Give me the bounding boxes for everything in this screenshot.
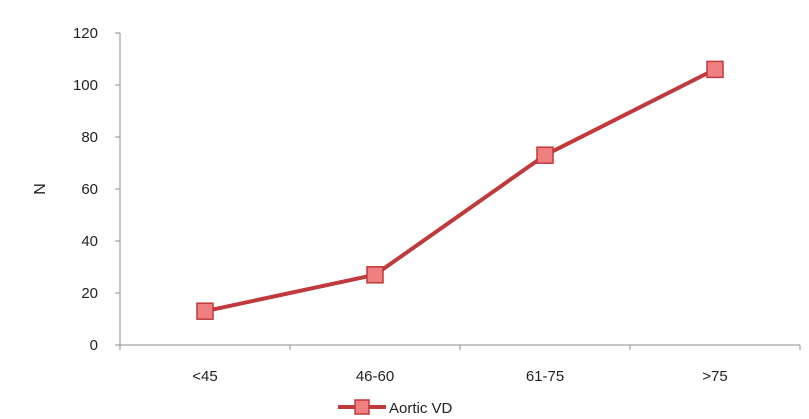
- series-layer: [196, 60, 724, 320]
- y-tick-label: 0: [90, 337, 98, 354]
- y-axis-ticks: 0 20 40 60 80 100 120: [73, 25, 120, 354]
- x-tick-label: >75: [702, 368, 727, 385]
- data-point-marker: [366, 266, 384, 284]
- legend: Aortic VD: [338, 399, 453, 417]
- y-tick-label: 40: [81, 233, 98, 250]
- series-line-0: [203, 67, 717, 314]
- legend-label: Aortic VD: [389, 400, 453, 417]
- data-point-marker: [196, 302, 214, 320]
- data-point-marker: [706, 60, 724, 79]
- y-tick-label: 100: [73, 77, 98, 94]
- y-tick-label: 60: [81, 181, 98, 198]
- data-point-marker: [536, 146, 554, 164]
- y-tick-label: 120: [73, 25, 98, 42]
- y-axis-title: N: [32, 183, 49, 195]
- x-tick-label: 61-75: [526, 368, 564, 385]
- x-tick-label: 46-60: [356, 368, 394, 385]
- x-tick-label: <45: [192, 368, 217, 385]
- legend-marker-swatch: [354, 399, 370, 415]
- y-tick-label: 80: [81, 129, 98, 146]
- y-tick-label: 20: [81, 285, 98, 302]
- x-axis-ticks: <45 46-60 61-75 >75: [119, 345, 801, 385]
